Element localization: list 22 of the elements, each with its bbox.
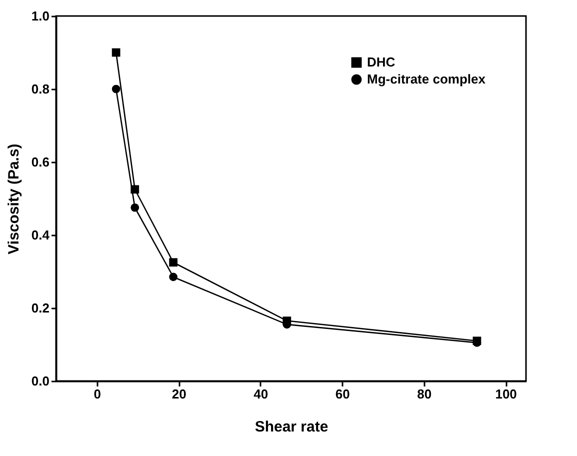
y-tick-label: 1.0: [31, 8, 50, 24]
x-tick-label: 100: [495, 386, 517, 402]
point: [130, 185, 140, 194]
point: [169, 258, 178, 267]
x-tick-label: 80: [417, 386, 432, 402]
point: [112, 48, 120, 57]
point: [169, 272, 178, 282]
x-tick-label: 60: [335, 386, 350, 402]
y-tick-label: 0.8: [31, 82, 50, 96]
y-tick-label: 0.2: [31, 300, 50, 316]
x-tick-label: 20: [172, 386, 186, 402]
legend-label: DHC: [367, 54, 396, 70]
x-axis-title: Shear rate: [254, 418, 328, 436]
x-tick-label: 40: [254, 386, 268, 402]
x-tick-label: 0: [94, 386, 101, 402]
y-axis-title: Viscosity (Pa.s): [5, 144, 22, 254]
y-tick-label: 0.4: [31, 228, 50, 242]
point: [112, 84, 120, 94]
y-tick-label: 0.6: [31, 154, 50, 170]
y-tick-label: 0.0: [31, 374, 50, 388]
legend-label: Mg-citrate complex: [367, 72, 486, 86]
point: [130, 203, 140, 212]
